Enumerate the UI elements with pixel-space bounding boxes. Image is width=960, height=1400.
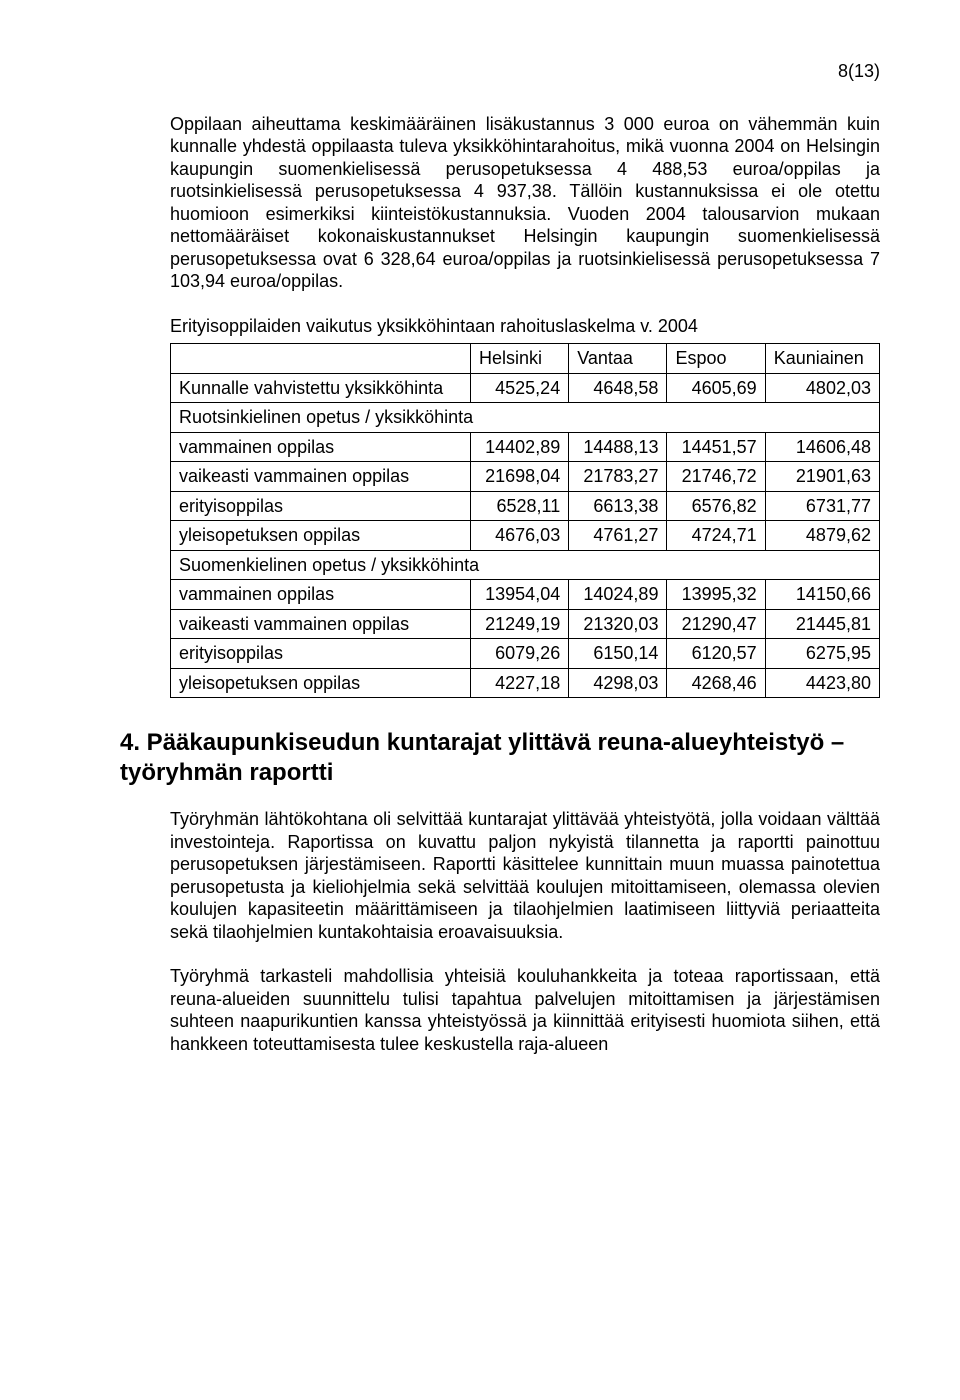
value-cell: 4802,03 — [765, 373, 879, 403]
table-row: vaikeasti vammainen oppilas21249,1921320… — [171, 609, 880, 639]
value-cell: 14606,48 — [765, 432, 879, 462]
value-cell: 4879,62 — [765, 521, 879, 551]
paragraph-1: Oppilaan aiheuttama keskimääräinen lisäk… — [170, 113, 880, 293]
value-cell: 14150,66 — [765, 580, 879, 610]
value-cell: 4525,24 — [470, 373, 568, 403]
value-cell: 4605,69 — [667, 373, 765, 403]
value-cell: 6150,14 — [569, 639, 667, 669]
row-label: vaikeasti vammainen oppilas — [171, 462, 471, 492]
page-number: 8(13) — [120, 60, 880, 83]
row-label: yleisopetuksen oppilas — [171, 521, 471, 551]
value-cell: 21249,19 — [470, 609, 568, 639]
value-cell: 4423,80 — [765, 668, 879, 698]
row-label: yleisopetuksen oppilas — [171, 668, 471, 698]
table-row: Ruotsinkielinen opetus / yksikköhinta — [171, 403, 880, 433]
value-cell: 6613,38 — [569, 491, 667, 521]
header-blank — [171, 344, 471, 374]
value-cell: 4761,27 — [569, 521, 667, 551]
table-row: Suomenkielinen opetus / yksikköhinta — [171, 550, 880, 580]
header-kauniainen: Kauniainen — [765, 344, 879, 374]
row-label: erityisoppilas — [171, 639, 471, 669]
value-cell: 14451,57 — [667, 432, 765, 462]
value-cell: 6576,82 — [667, 491, 765, 521]
table-row: Kunnalle vahvistettu yksikköhinta4525,24… — [171, 373, 880, 403]
value-cell: 6120,57 — [667, 639, 765, 669]
value-cell: 13995,32 — [667, 580, 765, 610]
value-cell: 6528,11 — [470, 491, 568, 521]
paragraph-3: Työryhmä tarkasteli mahdollisia yhteisiä… — [170, 965, 880, 1055]
value-cell: 21698,04 — [470, 462, 568, 492]
value-cell: 21290,47 — [667, 609, 765, 639]
paragraph-2: Työryhmän lähtökohtana oli selvittää kun… — [170, 808, 880, 943]
value-cell: 13954,04 — [470, 580, 568, 610]
row-label: erityisoppilas — [171, 491, 471, 521]
value-cell: 14402,89 — [470, 432, 568, 462]
value-cell: 4676,03 — [470, 521, 568, 551]
value-cell: 6079,26 — [470, 639, 568, 669]
row-label: vammainen oppilas — [171, 580, 471, 610]
value-cell: 14488,13 — [569, 432, 667, 462]
value-cell: 21901,63 — [765, 462, 879, 492]
value-cell: 21320,03 — [569, 609, 667, 639]
cost-table: HelsinkiVantaaEspooKauniainenKunnalle va… — [170, 343, 880, 698]
header-helsinki: Helsinki — [470, 344, 568, 374]
section-heading-4: 4. Pääkaupunkiseudun kuntarajat ylittävä… — [120, 728, 880, 788]
value-cell: 21783,27 — [569, 462, 667, 492]
header-vantaa: Vantaa — [569, 344, 667, 374]
table-row: yleisopetuksen oppilas4227,184298,034268… — [171, 668, 880, 698]
table-row: vammainen oppilas13954,0414024,8913995,3… — [171, 580, 880, 610]
value-cell: 4648,58 — [569, 373, 667, 403]
table-row: vammainen oppilas14402,8914488,1314451,5… — [171, 432, 880, 462]
header-espoo: Espoo — [667, 344, 765, 374]
value-cell: 4227,18 — [470, 668, 568, 698]
value-cell: 4268,46 — [667, 668, 765, 698]
row-label: Kunnalle vahvistettu yksikköhinta — [171, 373, 471, 403]
row-label: vaikeasti vammainen oppilas — [171, 609, 471, 639]
value-cell: 21746,72 — [667, 462, 765, 492]
table-caption: Erityisoppilaiden vaikutus yksikköhintaa… — [170, 315, 880, 338]
row-label: vammainen oppilas — [171, 432, 471, 462]
table-row: erityisoppilas6079,266150,146120,576275,… — [171, 639, 880, 669]
section-cell: Ruotsinkielinen opetus / yksikköhinta — [171, 403, 880, 433]
section-cell: Suomenkielinen opetus / yksikköhinta — [171, 550, 880, 580]
value-cell: 14024,89 — [569, 580, 667, 610]
value-cell: 6731,77 — [765, 491, 879, 521]
table-row: vaikeasti vammainen oppilas21698,0421783… — [171, 462, 880, 492]
table-row: yleisopetuksen oppilas4676,034761,274724… — [171, 521, 880, 551]
value-cell: 4724,71 — [667, 521, 765, 551]
table-row: erityisoppilas6528,116613,386576,826731,… — [171, 491, 880, 521]
value-cell: 6275,95 — [765, 639, 879, 669]
value-cell: 4298,03 — [569, 668, 667, 698]
value-cell: 21445,81 — [765, 609, 879, 639]
